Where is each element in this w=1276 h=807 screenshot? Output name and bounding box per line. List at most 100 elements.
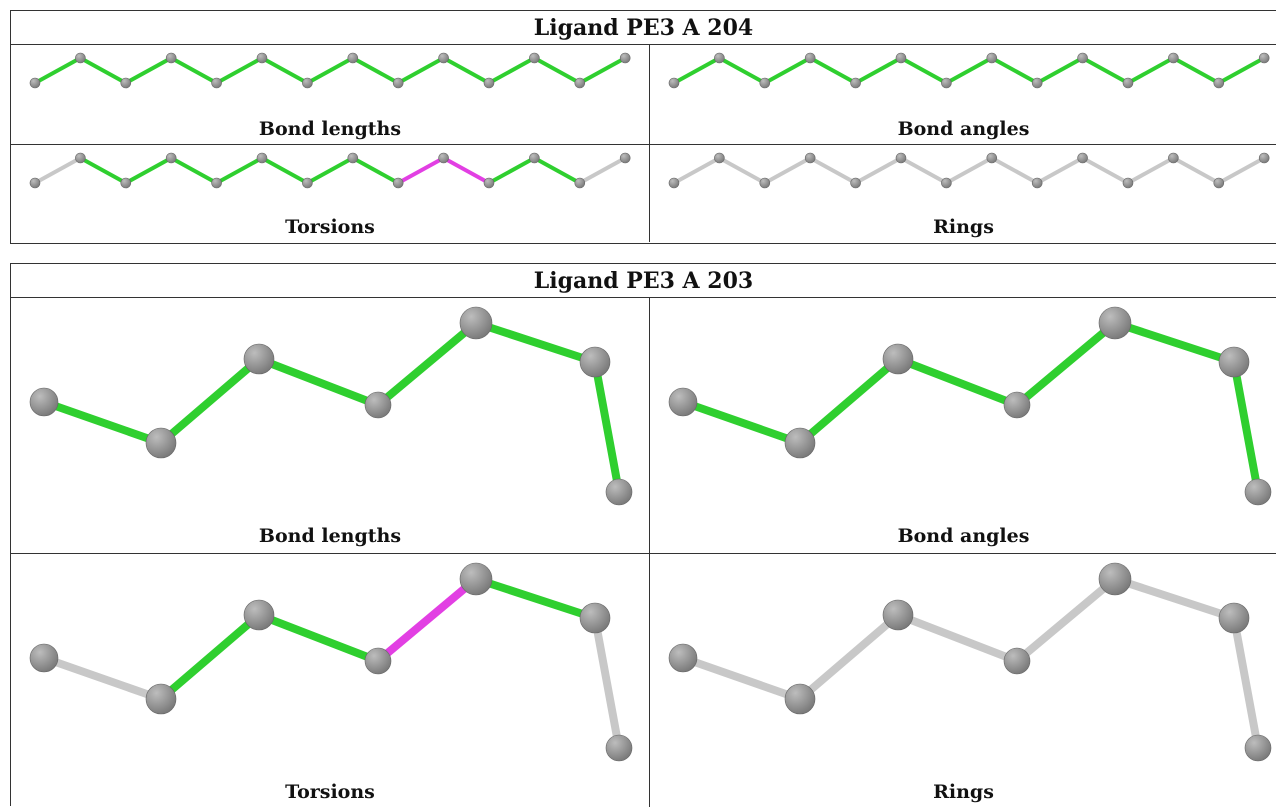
bond-green bbox=[157, 355, 263, 447]
bond-lengths-cell: Bond lengths bbox=[11, 45, 650, 145]
atom bbox=[668, 387, 698, 417]
bond-gray bbox=[672, 156, 722, 185]
bond-angles-molecule bbox=[668, 306, 1272, 506]
atom bbox=[1098, 562, 1132, 596]
bond-gray bbox=[717, 156, 767, 185]
bond-green bbox=[260, 56, 310, 85]
bond-lengths-caption: Bond lengths bbox=[258, 118, 402, 140]
bond-green bbox=[1035, 56, 1085, 85]
atom bbox=[714, 52, 725, 64]
atom bbox=[1122, 77, 1134, 89]
bond-green bbox=[1126, 56, 1176, 85]
atom bbox=[1098, 306, 1132, 340]
bond-green bbox=[591, 358, 623, 496]
atom bbox=[392, 177, 404, 189]
atom bbox=[1003, 647, 1031, 675]
atom bbox=[1213, 77, 1225, 89]
bond-green bbox=[1080, 56, 1130, 85]
atom bbox=[668, 177, 680, 189]
atom bbox=[1258, 52, 1270, 64]
atom bbox=[1168, 52, 1179, 64]
rings-cell: Rings bbox=[650, 145, 1276, 242]
atom bbox=[438, 52, 449, 64]
bond-green bbox=[396, 56, 446, 85]
atom bbox=[120, 77, 132, 89]
atom bbox=[579, 346, 611, 378]
atom bbox=[1168, 152, 1179, 164]
bond-angles-cell: Bond angles bbox=[650, 298, 1276, 554]
bond-green bbox=[123, 56, 174, 85]
bond-gray bbox=[679, 654, 804, 703]
atom bbox=[882, 343, 914, 375]
atom bbox=[392, 77, 404, 89]
atom bbox=[619, 52, 631, 64]
atom bbox=[459, 306, 493, 340]
bond-green bbox=[1171, 56, 1221, 85]
atom bbox=[574, 77, 586, 89]
bond-gray bbox=[577, 156, 628, 185]
torsions-cell: Torsions bbox=[11, 145, 650, 242]
bond-gray bbox=[944, 156, 994, 185]
atom bbox=[529, 152, 540, 164]
atom bbox=[1213, 177, 1225, 189]
bond-green bbox=[214, 156, 264, 185]
bond-angles-caption: Bond angles bbox=[897, 525, 1030, 547]
panel-title: Ligand PE3 A 204 bbox=[11, 11, 1276, 45]
bond-magenta bbox=[396, 156, 446, 185]
bond-gray bbox=[1171, 156, 1221, 185]
atom bbox=[850, 77, 861, 89]
atom bbox=[941, 77, 952, 89]
atom bbox=[1031, 77, 1043, 89]
bond-gray bbox=[1013, 575, 1119, 665]
atom bbox=[1244, 734, 1272, 762]
bond-gray bbox=[762, 156, 813, 185]
atom bbox=[302, 77, 313, 89]
bond-lengths-cell: Bond lengths bbox=[11, 298, 650, 554]
bond-lengths-molecule bbox=[29, 52, 631, 89]
bond-gray bbox=[989, 156, 1040, 185]
bond-gray bbox=[894, 611, 1021, 665]
bond-green bbox=[350, 56, 401, 85]
bond-green bbox=[472, 575, 599, 622]
bond-green bbox=[487, 156, 537, 185]
atom bbox=[895, 52, 907, 64]
ligand-panel-pe3-a-204: Ligand PE3 A 204 Bond lengths Bond angle… bbox=[10, 10, 1276, 244]
bond-gray bbox=[853, 156, 903, 185]
atom bbox=[364, 647, 392, 675]
atom bbox=[1122, 177, 1134, 189]
bond-green bbox=[40, 398, 165, 447]
torsions-molecule bbox=[29, 152, 631, 189]
bond-green bbox=[1013, 319, 1119, 409]
atom bbox=[120, 177, 132, 189]
atom bbox=[1003, 391, 1031, 419]
bond-green bbox=[796, 355, 902, 447]
bond-green bbox=[762, 56, 813, 85]
bond-gray bbox=[899, 156, 949, 185]
atom bbox=[605, 478, 633, 506]
atom bbox=[850, 177, 861, 189]
bond-green bbox=[532, 56, 582, 85]
atom bbox=[75, 52, 86, 64]
bond-green bbox=[672, 56, 722, 85]
bond-green bbox=[374, 319, 480, 409]
atom bbox=[605, 734, 633, 762]
atom bbox=[804, 152, 816, 164]
atom bbox=[29, 77, 41, 89]
torsions-caption: Torsions bbox=[285, 216, 375, 238]
bond-gray bbox=[1216, 156, 1267, 185]
atom bbox=[986, 152, 998, 164]
bond-green bbox=[989, 56, 1040, 85]
atom bbox=[1218, 346, 1250, 378]
atom bbox=[145, 427, 177, 459]
bond-gray bbox=[1126, 156, 1176, 185]
bond-gray bbox=[40, 654, 165, 703]
bond-green bbox=[169, 56, 219, 85]
bond-gray bbox=[1080, 156, 1130, 185]
atom bbox=[574, 177, 586, 189]
bond-gray bbox=[33, 156, 83, 185]
atom bbox=[256, 152, 268, 164]
bond-green bbox=[487, 56, 537, 85]
atom bbox=[882, 599, 914, 631]
bond-angles-caption: Bond angles bbox=[897, 118, 1030, 140]
rings-caption: Rings bbox=[933, 216, 994, 238]
